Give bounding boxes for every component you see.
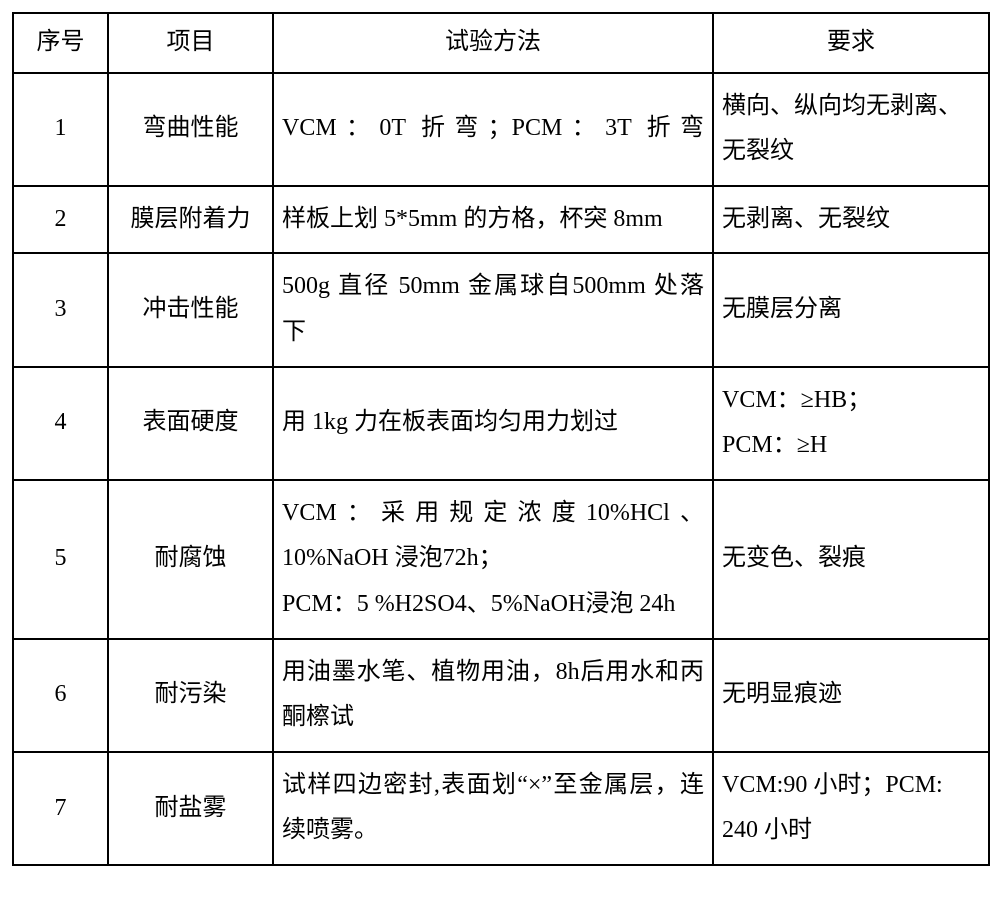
cell-item: 表面硬度 <box>108 367 273 480</box>
cell-method: 用油墨水笔、植物用油，8h后用水和丙酮檫试 <box>273 639 713 752</box>
cell-seq: 3 <box>13 253 108 366</box>
table-row: 1 弯曲性能 VCM：0T 折弯；PCM：3T 折弯 横向、纵向均无剥离、无裂纹 <box>13 73 989 186</box>
cell-item: 耐腐蚀 <box>108 480 273 639</box>
cell-item: 弯曲性能 <box>108 73 273 186</box>
header-item: 项目 <box>108 13 273 73</box>
table-row: 6 耐污染 用油墨水笔、植物用油，8h后用水和丙酮檫试 无明显痕迹 <box>13 639 989 752</box>
cell-requirement: 横向、纵向均无剥离、无裂纹 <box>713 73 989 186</box>
cell-requirement: VCM：≥HB；PCM：≥H <box>713 367 989 480</box>
cell-method: VCM：0T 折弯；PCM：3T 折弯 <box>273 73 713 186</box>
cell-item: 冲击性能 <box>108 253 273 366</box>
cell-requirement: 无膜层分离 <box>713 253 989 366</box>
cell-item: 膜层附着力 <box>108 186 273 254</box>
cell-requirement: 无明显痕迹 <box>713 639 989 752</box>
header-method: 试验方法 <box>273 13 713 73</box>
spec-table: 序号 项目 试验方法 要求 1 弯曲性能 VCM：0T 折弯；PCM：3T 折弯… <box>12 12 990 866</box>
header-seq: 序号 <box>13 13 108 73</box>
table-row: 3 冲击性能 500g 直径 50mm 金属球自500mm 处落下 无膜层分离 <box>13 253 989 366</box>
cell-seq: 6 <box>13 639 108 752</box>
cell-requirement: 无剥离、无裂纹 <box>713 186 989 254</box>
cell-seq: 2 <box>13 186 108 254</box>
cell-requirement: VCM:90 小时；PCM: 240 小时 <box>713 752 989 865</box>
cell-method: 500g 直径 50mm 金属球自500mm 处落下 <box>273 253 713 366</box>
cell-method: 用 1kg 力在板表面均匀用力划过 <box>273 367 713 480</box>
cell-requirement: 无变色、裂痕 <box>713 480 989 639</box>
table-row: 2 膜层附着力 样板上划 5*5mm 的方格，杯突 8mm 无剥离、无裂纹 <box>13 186 989 254</box>
cell-method: 试样四边密封,表面划“×”至金属层，连续喷雾。 <box>273 752 713 865</box>
header-requirement: 要求 <box>713 13 989 73</box>
cell-seq: 7 <box>13 752 108 865</box>
cell-method: VCM：采用规定浓度10%HCl、10%NaOH 浸泡72h；PCM：5 %H2… <box>273 480 713 639</box>
table-row: 4 表面硬度 用 1kg 力在板表面均匀用力划过 VCM：≥HB；PCM：≥H <box>13 367 989 480</box>
table-row: 7 耐盐雾 试样四边密封,表面划“×”至金属层，连续喷雾。 VCM:90 小时；… <box>13 752 989 865</box>
cell-seq: 4 <box>13 367 108 480</box>
table-row: 5 耐腐蚀 VCM：采用规定浓度10%HCl、10%NaOH 浸泡72h；PCM… <box>13 480 989 639</box>
cell-seq: 1 <box>13 73 108 186</box>
cell-method: 样板上划 5*5mm 的方格，杯突 8mm <box>273 186 713 254</box>
table-header-row: 序号 项目 试验方法 要求 <box>13 13 989 73</box>
cell-item: 耐污染 <box>108 639 273 752</box>
cell-item: 耐盐雾 <box>108 752 273 865</box>
cell-seq: 5 <box>13 480 108 639</box>
